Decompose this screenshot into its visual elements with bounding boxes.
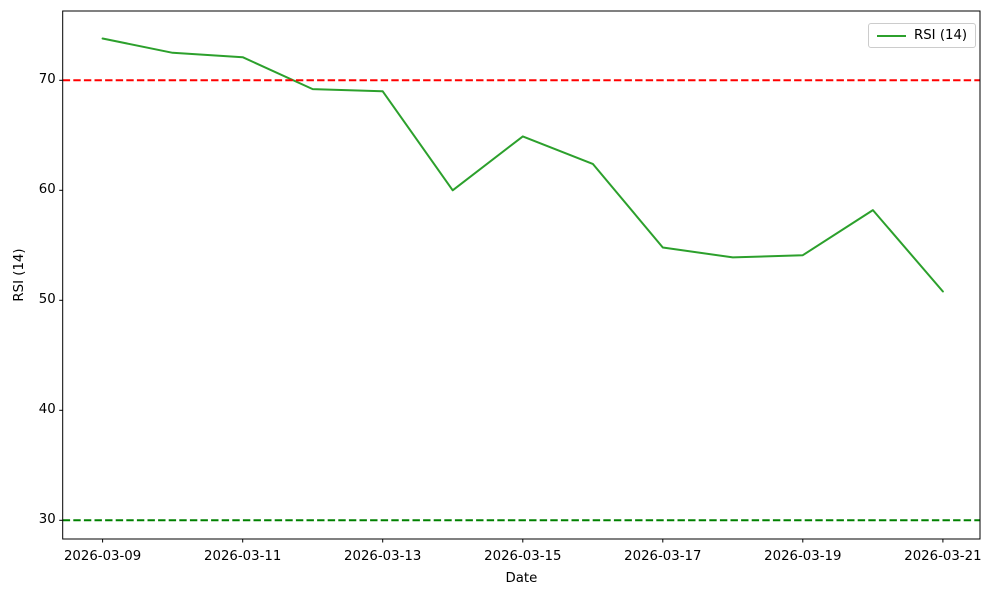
x-tick-label: 2026-03-19 [764, 549, 842, 564]
y-axis-label: RSI (14) [12, 248, 27, 302]
x-tick-label: 2026-03-09 [63, 549, 142, 564]
x-tick-label: 2026-03-21 [904, 549, 982, 564]
x-tick-label: 2026-03-13 [344, 549, 422, 564]
x-tick-label: 2026-03-15 [484, 549, 562, 564]
y-tick-label: 60 [38, 182, 56, 198]
y-tick-label: 40 [38, 402, 56, 418]
x-tick-label: 2026-03-17 [624, 549, 702, 564]
legend-line-sample [877, 34, 906, 37]
y-tick-label: 50 [38, 292, 56, 308]
axes-frame [62, 10, 981, 540]
x-axis-label: Date [505, 571, 538, 586]
y-tick-label: 70 [38, 72, 56, 88]
x-tick-label: 2026-03-11 [204, 549, 282, 564]
legend: RSI (14) [868, 23, 977, 48]
rsi-line [101, 37, 944, 293]
legend-label: RSI (14) [914, 28, 968, 43]
y-tick-label: 30 [38, 512, 56, 528]
